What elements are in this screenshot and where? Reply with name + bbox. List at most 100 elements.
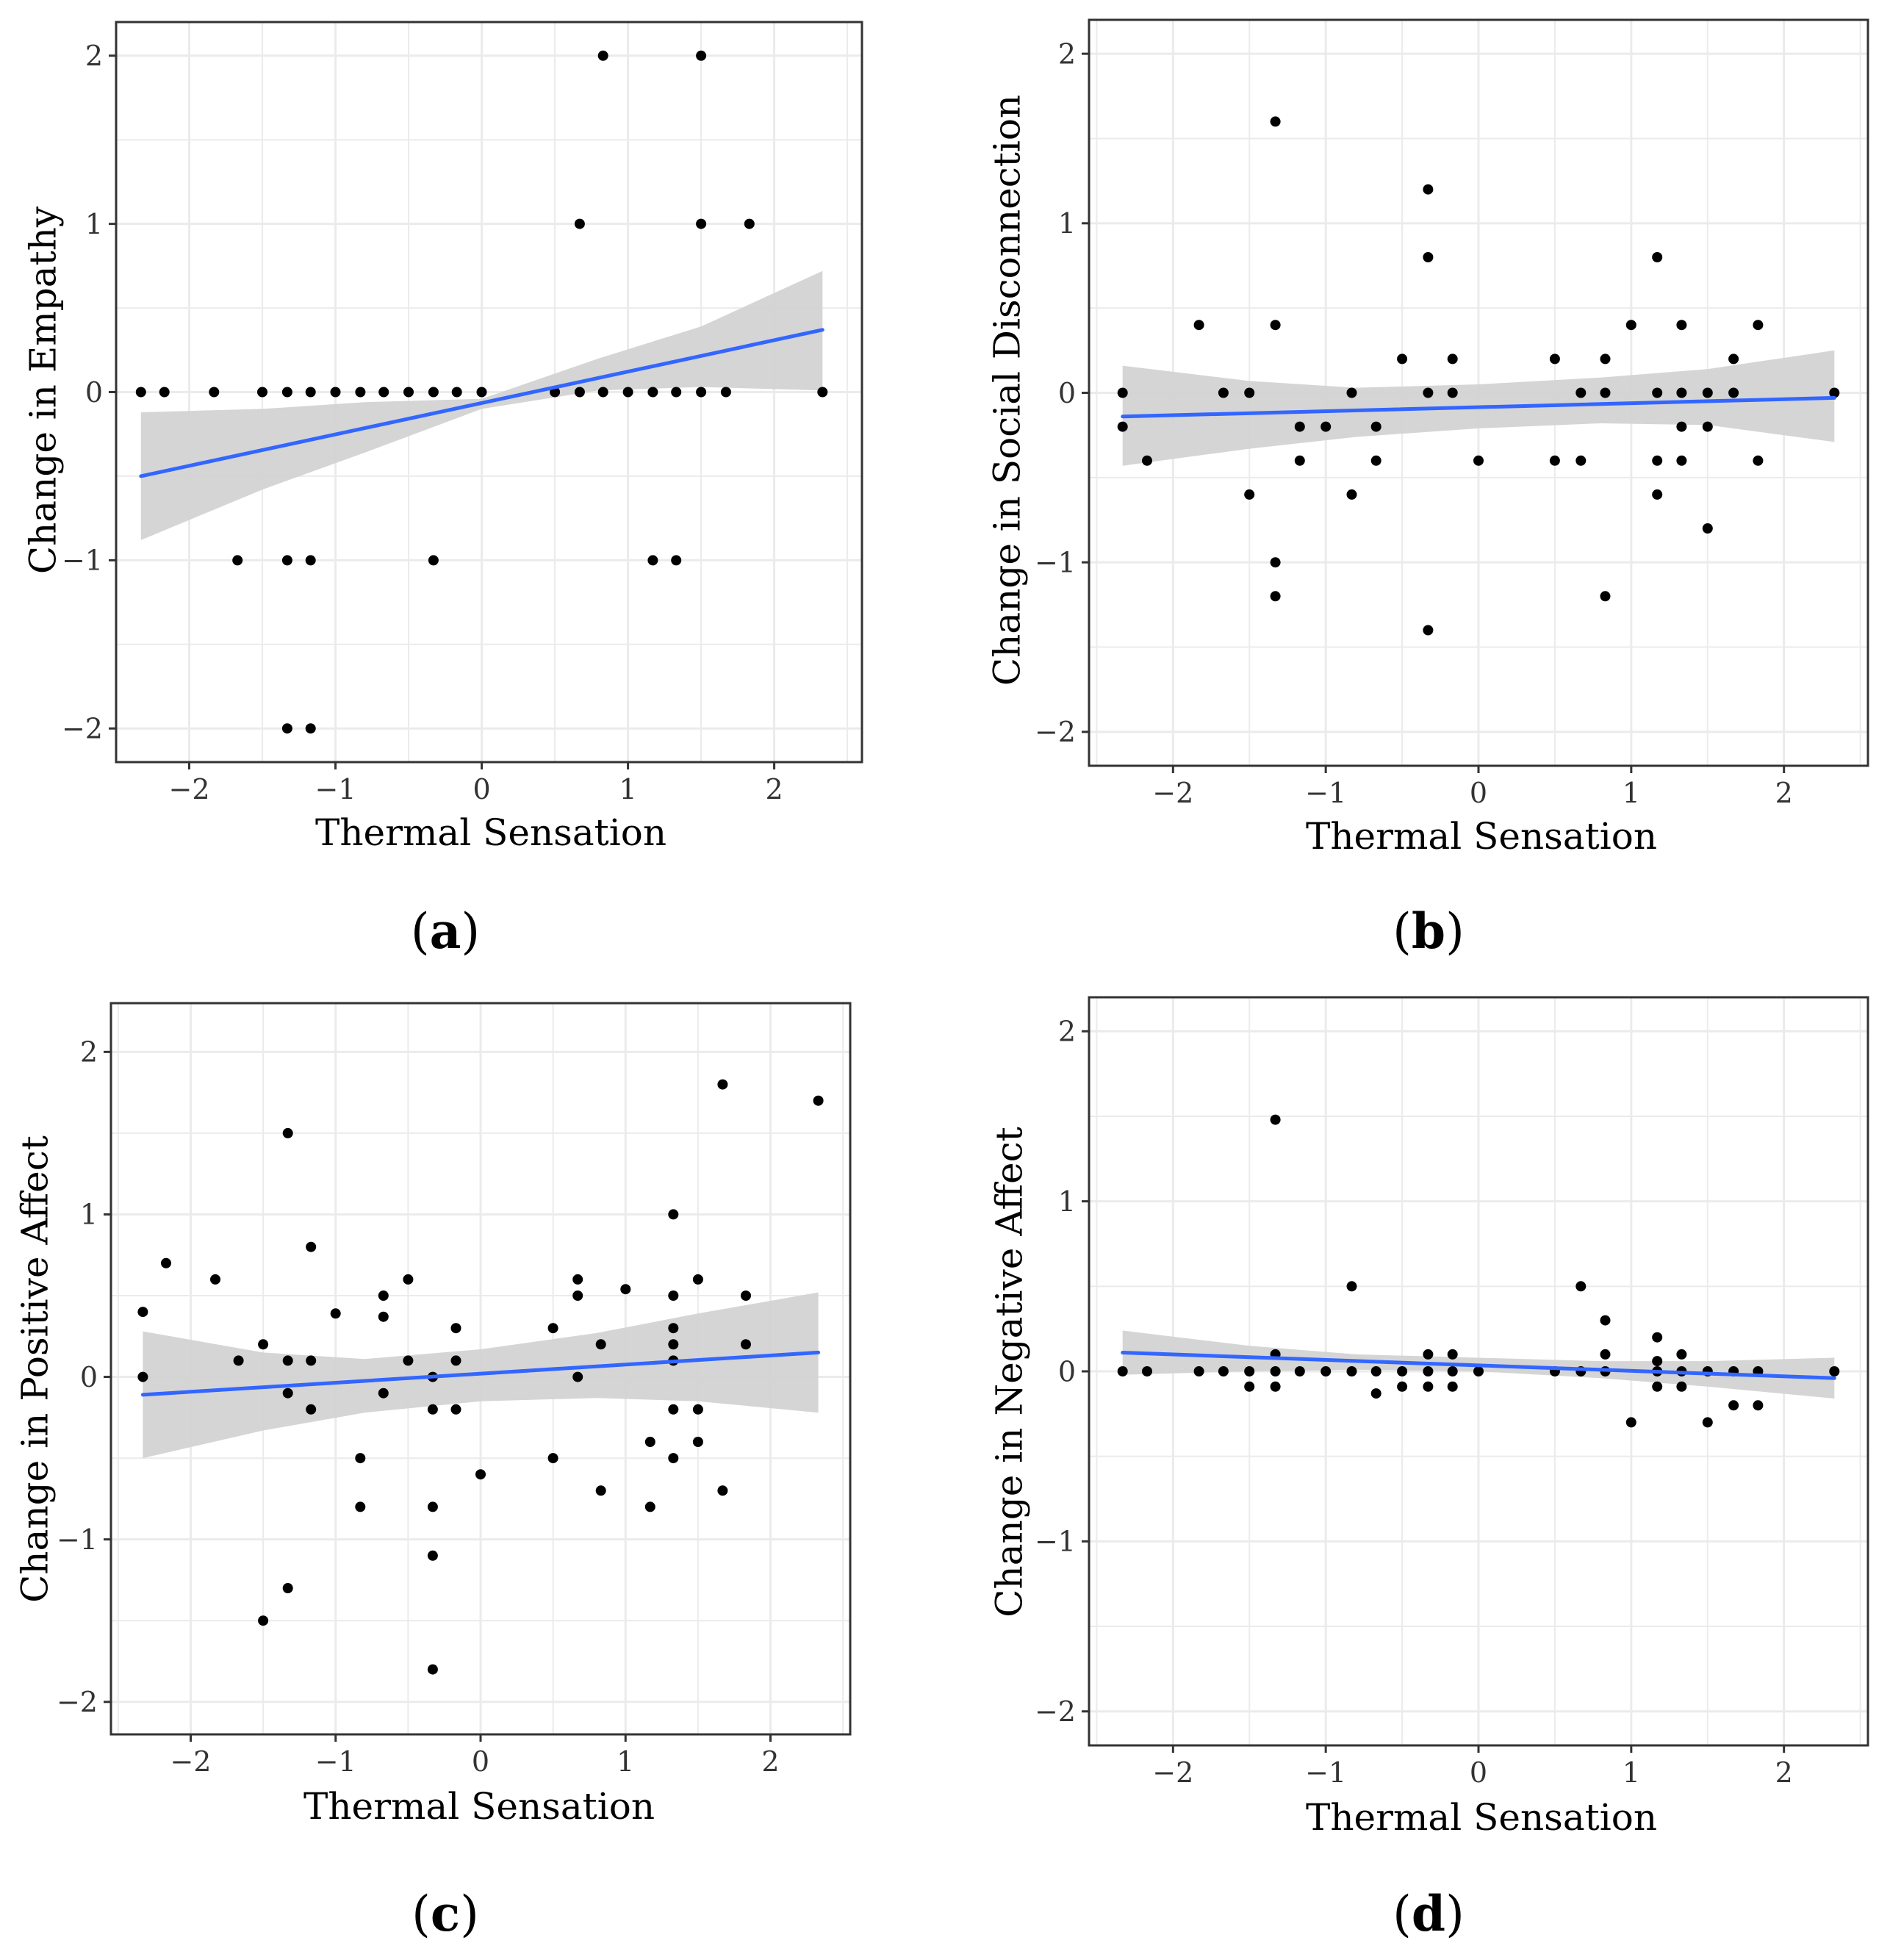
- panel-a-data-point: [281, 555, 292, 566]
- panel-c-data-point: [282, 1127, 293, 1138]
- panel-b-data-point: [1270, 320, 1281, 331]
- panel-b-data-point: [1193, 320, 1204, 331]
- panel-c-data-point: [403, 1274, 414, 1285]
- panel-d-data-point: [1346, 1281, 1357, 1292]
- panel-c-data-point: [403, 1355, 414, 1366]
- panel-a-data-point: [428, 387, 439, 398]
- panel-b-data-point: [1270, 116, 1281, 127]
- panel-c-data-point: [378, 1290, 389, 1301]
- panel-a-data-point: [378, 387, 389, 398]
- panel-d-negative-affect: Change in Negative Affect Thermal Sensat…: [988, 996, 1869, 1942]
- panel-c-data-point: [427, 1550, 438, 1561]
- panel-d-data-point: [1702, 1417, 1713, 1428]
- panel-d-data-point: [1397, 1381, 1408, 1392]
- panel-b-y-tick-label: −2: [1035, 716, 1076, 748]
- panel-d-data-point: [1600, 1315, 1611, 1326]
- panel-c-data-point: [547, 1453, 558, 1464]
- panel-d-data-point: [1423, 1381, 1434, 1392]
- panel-c-data-point: [161, 1257, 171, 1268]
- panel-a-data-point: [451, 387, 462, 398]
- panel-b-x-axis-title: Thermal Sensation: [1306, 815, 1657, 858]
- panel-c-points: [137, 1079, 824, 1675]
- panel-a-data-point: [281, 723, 292, 734]
- panel-d-data-point: [1423, 1366, 1434, 1376]
- panel-c-data-point: [378, 1388, 389, 1399]
- panel-c-data-point: [475, 1469, 486, 1480]
- panel-d-data-point: [1625, 1417, 1636, 1428]
- panel-a-x-tick-label: 2: [765, 773, 783, 805]
- panel-a-points: [135, 50, 828, 734]
- panel-b-data-point: [1702, 523, 1713, 534]
- panel-a-data-point: [403, 387, 414, 398]
- panel-c-data-point: [572, 1274, 583, 1285]
- panel-b-data-point: [1370, 455, 1381, 466]
- panel-d-data-point: [1575, 1281, 1587, 1292]
- panel-d-y-tick-label: 0: [1058, 1355, 1076, 1388]
- panel-c-data-point: [668, 1290, 679, 1301]
- panel-a-data-point: [305, 387, 316, 398]
- panel-d-x-tick-label: −1: [1305, 1756, 1346, 1789]
- panel-d-y-tick-label: −2: [1035, 1695, 1076, 1728]
- panel-d-data-point: [1473, 1366, 1484, 1376]
- panel-c-x-tick-label: 2: [761, 1745, 779, 1778]
- panel-a-data-point: [597, 387, 608, 398]
- panel-c-x-tick-label: −2: [170, 1745, 211, 1778]
- panel-b-data-point: [1423, 184, 1434, 195]
- panel-c-data-point: [813, 1095, 824, 1106]
- panel-d-x-tick-label: 1: [1623, 1756, 1640, 1789]
- panel-c-data-point: [717, 1079, 728, 1090]
- panel-b-data-point: [1244, 387, 1255, 398]
- panel-b-data-point: [1549, 455, 1560, 466]
- panel-a-data-point: [647, 555, 658, 566]
- panel-a-data-point: [574, 387, 585, 398]
- panel-b-data-point: [1117, 387, 1128, 398]
- panel-a-data-point: [671, 555, 682, 566]
- panel-b-data-point: [1575, 387, 1587, 398]
- panel-d-data-point: [1270, 1366, 1281, 1376]
- panel-d-data-point: [1321, 1366, 1332, 1376]
- panel-b-data-point: [1676, 387, 1687, 398]
- panel-b-data-point: [1423, 387, 1434, 398]
- panel-c-y-tick-label: 0: [80, 1361, 98, 1393]
- panel-c-data-point: [668, 1339, 679, 1350]
- panel-a-data-point: [622, 387, 633, 398]
- panel-c-data-point: [572, 1371, 583, 1382]
- panel-d-data-point: [1447, 1349, 1458, 1360]
- panel-a-x-tick-label: −1: [315, 773, 356, 805]
- panel-d-data-point: [1244, 1381, 1255, 1392]
- panel-b-data-point: [1676, 320, 1687, 331]
- panel-d-data-point: [1676, 1381, 1687, 1392]
- panel-a-data-point: [428, 555, 439, 566]
- panel-d-y-tick-label: −1: [1035, 1526, 1076, 1558]
- panel-d-data-point: [1676, 1349, 1687, 1360]
- panel-b-data-point: [1728, 353, 1739, 365]
- panel-a-data-point: [647, 387, 658, 398]
- panel-a-x-tick-label: 1: [619, 773, 636, 805]
- panel-a-data-point: [305, 555, 316, 566]
- panel-a-data-point: [476, 387, 487, 398]
- panel-b-y-tick-label: 2: [1058, 37, 1076, 70]
- panel-d-data-point: [1829, 1366, 1840, 1376]
- panel-b-data-point: [1294, 455, 1305, 466]
- panel-b-data-point: [1117, 421, 1128, 432]
- panel-d-data-point: [1370, 1388, 1381, 1399]
- panel-c-y-tick-label: 2: [80, 1036, 98, 1069]
- panel-b-data-point: [1753, 320, 1764, 331]
- panel-c-fit-line: [140, 1350, 821, 1397]
- panel-a-data-point: [305, 723, 316, 734]
- panel-b-data-point: [1473, 455, 1484, 466]
- panel-b-data-point: [1600, 353, 1611, 365]
- panel-b-data-point: [1270, 591, 1281, 602]
- panel-a-y-tick-label: 1: [85, 208, 103, 240]
- panel-c-x-axis-title: Thermal Sensation: [303, 1785, 655, 1828]
- panel-a-y-tick-label: −2: [62, 713, 103, 745]
- panel-d-data-point: [1346, 1366, 1357, 1376]
- panel-c-positive-affect: Change in Positive Affect Thermal Sensat…: [14, 1002, 852, 1942]
- panel-d-data-point: [1142, 1366, 1152, 1376]
- panel-c-data-point: [692, 1404, 703, 1415]
- panel-c-data-point: [306, 1355, 317, 1366]
- panel-d-data-point: [1447, 1381, 1458, 1392]
- panel-c-data-point: [282, 1388, 293, 1399]
- panel-d-data-point: [1652, 1356, 1663, 1367]
- panel-b-data-point: [1447, 387, 1458, 398]
